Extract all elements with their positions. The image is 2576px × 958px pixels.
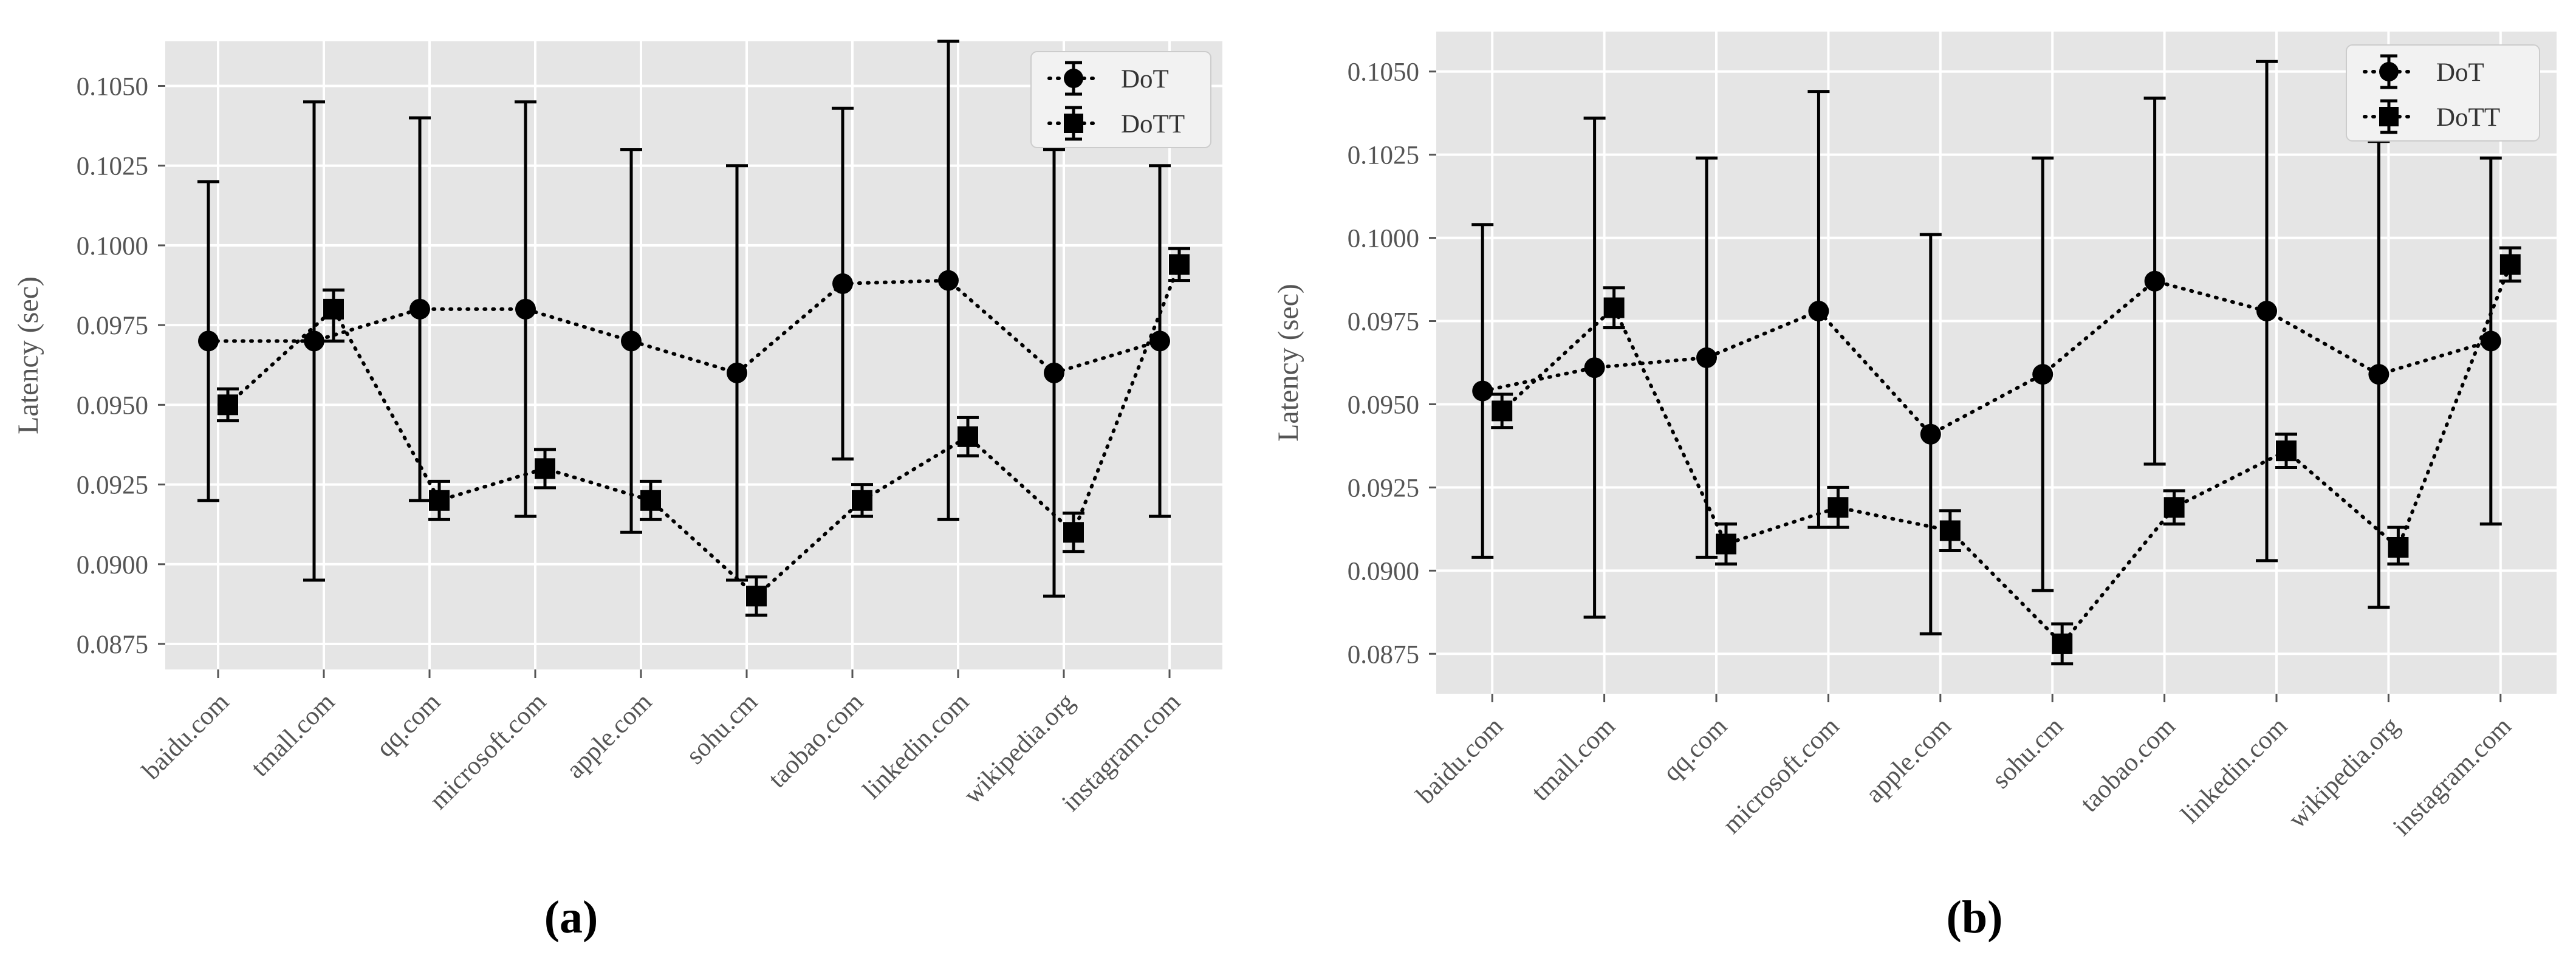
legend-label-dot: DoT (1121, 65, 1169, 94)
y-tick-label: 0.0875 (1348, 640, 1419, 669)
series-line-dot (1481, 279, 2493, 437)
x-tick-label: instagram.com (2388, 712, 2517, 841)
y-tick-label: 0.0975 (77, 312, 148, 340)
panel-caption: (a) (544, 892, 598, 943)
data-point-dot (1149, 330, 1170, 352)
y-tick-label: 0.1025 (1348, 142, 1419, 170)
y-axis-title: Latency (sec) (1272, 284, 1304, 442)
x-tick-label: linkedin.com (857, 688, 975, 805)
y-tick-label: 0.0950 (77, 391, 148, 420)
x-tick-label: apple.com (1860, 712, 1957, 809)
y-axis-title: Latency (sec) (12, 276, 44, 434)
x-tick-label: taobao.com (2075, 712, 2180, 818)
data-point-dot (1696, 347, 1717, 368)
y-tick-label: 0.0875 (77, 631, 148, 659)
y-tick-label: 0.0925 (1348, 474, 1419, 502)
data-point-dott (429, 490, 450, 511)
data-point-dot (1808, 301, 1829, 322)
data-point-dott (957, 426, 978, 447)
y-tick-label: 0.0900 (1348, 557, 1419, 586)
legend-label-dott: DoTT (2436, 103, 2500, 132)
x-tick-label: wikipedia.org (2283, 712, 2405, 834)
x-tick-label: linkedin.com (2176, 712, 2293, 829)
x-tick-label: tmall.com (1526, 712, 1621, 807)
data-point-dot (2368, 364, 2389, 385)
legend-marker-dott (1064, 114, 1083, 133)
data-point-dot (409, 298, 430, 320)
data-point-dot (1472, 380, 1493, 402)
data-point-dott (1063, 522, 1084, 543)
data-point-dot (1584, 357, 1605, 378)
panel-caption: (b) (1947, 892, 2003, 943)
data-point-dot (1920, 423, 1941, 445)
x-tick-label: taobao.com (763, 688, 869, 793)
series-line-dott (1500, 262, 2512, 647)
data-point-dot (304, 330, 324, 352)
data-point-dot (621, 330, 642, 352)
legend-marker-dot (2379, 62, 2399, 81)
data-point-dott (2276, 440, 2297, 462)
y-tick-label: 0.1050 (1348, 58, 1419, 87)
data-point-dott (2163, 497, 2185, 518)
y-tick-label: 0.1000 (77, 232, 148, 261)
y-tick-label: 0.1050 (77, 72, 148, 101)
legend-marker-dot (1064, 69, 1083, 88)
data-point-dott (852, 490, 872, 511)
legend-label-dot: DoT (2436, 58, 2484, 87)
y-tick-label: 0.1000 (1348, 225, 1419, 253)
data-point-dott (1828, 497, 1849, 518)
data-point-dot (198, 330, 219, 352)
x-tick-label: sohu.cm (1987, 712, 2069, 794)
series-line-dot (207, 278, 1162, 375)
data-point-dot (2144, 270, 2165, 292)
data-point-dott (640, 490, 661, 511)
x-tick-label: sohu.cm (681, 688, 763, 770)
data-point-dot (2032, 364, 2054, 385)
legend-marker-dott (2379, 107, 2399, 126)
x-tick-label: tmall.com (245, 688, 340, 782)
data-point-dot (727, 362, 747, 383)
x-tick-label: microsoft.com (1718, 712, 1845, 840)
data-point-dot (1044, 362, 1064, 383)
data-point-dott (746, 586, 767, 607)
y-tick-label: 0.0975 (1348, 308, 1419, 337)
data-point-dott (218, 394, 238, 416)
legend-label-dott: DoTT (1121, 110, 1185, 139)
data-point-dott (1169, 254, 1190, 275)
y-tick-label: 0.0950 (1348, 391, 1419, 419)
data-point-dott (1492, 400, 1513, 422)
chart-panel-a: 0.0875 0.0900 0.0925 0.0950 0.0975 0.1000 0.10… (12, 39, 1222, 943)
data-point-dott (323, 298, 344, 320)
data-point-dott (2052, 633, 2073, 654)
data-point-dott (1716, 533, 1736, 555)
data-point-dot (2480, 330, 2501, 352)
data-point-dot (515, 298, 536, 320)
y-tick-label: 0.0900 (77, 551, 148, 580)
y-tick-label: 0.1025 (77, 152, 148, 181)
data-point-dot (832, 273, 853, 294)
data-point-dot (938, 270, 959, 291)
data-point-dott (2499, 254, 2521, 275)
data-point-dot (2256, 301, 2277, 322)
data-point-dott (535, 458, 555, 479)
x-tick-label: qq.com (1657, 712, 1733, 787)
series-line-dott (226, 262, 1181, 599)
x-tick-label: baidu.com (137, 688, 235, 785)
x-tick-label: baidu.com (1411, 712, 1509, 810)
data-point-dott (1603, 297, 1625, 318)
x-tick-label: apple.com (561, 688, 657, 784)
y-tick-label: 0.0925 (77, 471, 148, 500)
data-point-dott (1939, 520, 1961, 541)
x-tick-label: qq.com (371, 688, 446, 763)
data-point-dott (2388, 536, 2409, 558)
chart-panel-b: 0.0875 0.0900 0.0925 0.0950 0.0975 0.1000 0.10… (1272, 32, 2557, 943)
